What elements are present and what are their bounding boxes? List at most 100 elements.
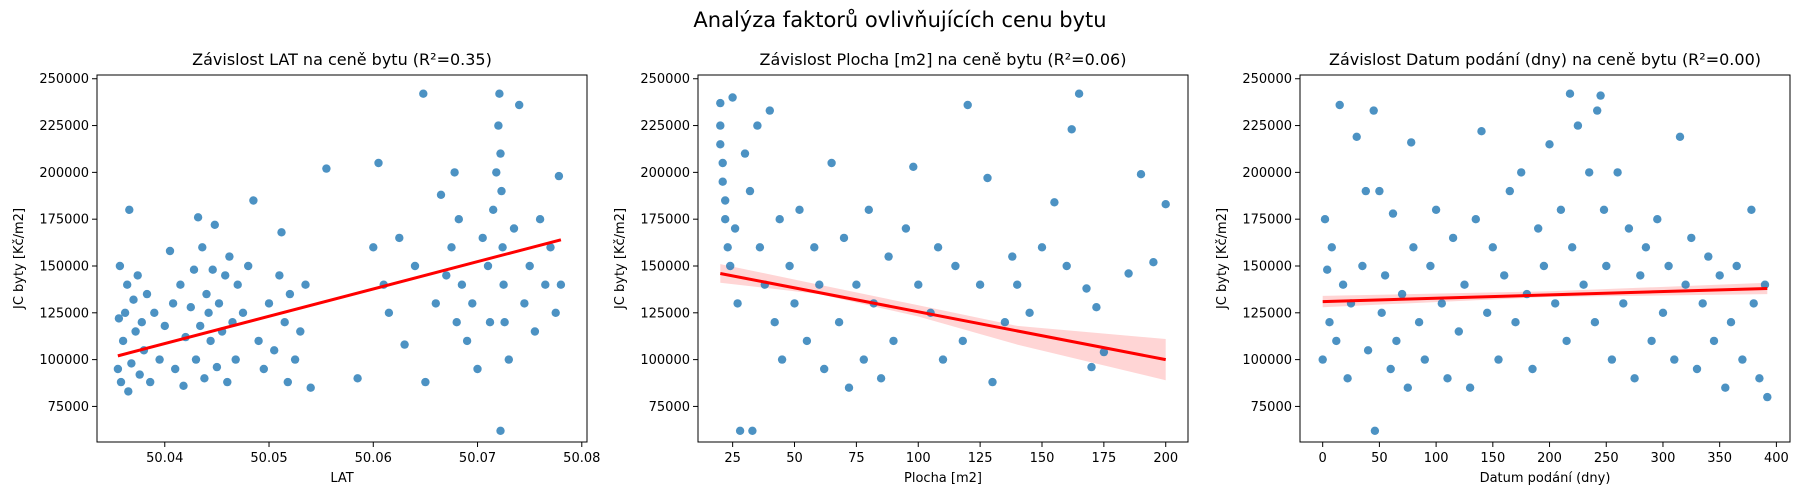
confidence-band xyxy=(720,264,1166,381)
data-point xyxy=(494,121,503,130)
data-point xyxy=(244,261,253,271)
plot-area xyxy=(716,89,1170,435)
data-point xyxy=(193,213,203,222)
axes-frame xyxy=(1299,74,1791,443)
data-point xyxy=(755,243,765,252)
data-point xyxy=(1726,318,1736,327)
data-point xyxy=(116,377,126,387)
data-point xyxy=(1698,299,1707,308)
data-point xyxy=(1545,140,1554,149)
data-point xyxy=(495,89,504,98)
data-point xyxy=(1602,261,1611,271)
data-point xyxy=(1551,299,1560,308)
data-point xyxy=(500,318,509,327)
data-point xyxy=(447,243,456,252)
data-point xyxy=(820,364,829,374)
data-point xyxy=(535,215,545,224)
data-point xyxy=(556,280,566,289)
y-tick-label: 100000 xyxy=(1242,353,1292,368)
data-point xyxy=(301,280,310,289)
x-tick-label: 300 xyxy=(1651,451,1676,466)
data-point xyxy=(1403,383,1413,392)
data-point xyxy=(733,299,742,308)
data-point xyxy=(1709,336,1719,346)
data-point xyxy=(419,89,428,98)
data-point xyxy=(186,303,195,312)
data-point xyxy=(146,377,155,387)
data-point xyxy=(1025,308,1034,317)
x-tick-label: 50 xyxy=(786,451,803,466)
x-tick-label: 100 xyxy=(906,451,931,466)
x-tick-label: 50.04 xyxy=(146,451,183,466)
data-point xyxy=(1388,209,1398,218)
data-point xyxy=(277,228,286,237)
data-point xyxy=(454,215,463,224)
data-point xyxy=(1338,280,1348,289)
y-axis-label: JC byty [Kč/m2] xyxy=(1215,208,1230,310)
data-point xyxy=(1325,318,1334,327)
data-point xyxy=(909,162,918,171)
data-point xyxy=(155,355,164,364)
data-point xyxy=(202,289,211,299)
x-tick-label: 50.07 xyxy=(459,451,496,466)
x-tick-label: 50.08 xyxy=(563,451,600,466)
y-tick-label: 150000 xyxy=(39,259,89,274)
y-tick-label: 175000 xyxy=(1242,213,1292,228)
data-point xyxy=(1585,168,1594,177)
data-point xyxy=(716,121,725,130)
y-tick-label: 125000 xyxy=(640,306,690,321)
data-point xyxy=(436,190,446,199)
data-point xyxy=(322,164,331,173)
data-point xyxy=(1013,280,1022,289)
data-point xyxy=(171,364,180,374)
y-tick-label: 225000 xyxy=(39,119,89,134)
data-point xyxy=(113,364,123,374)
y-axis-label: JC byty [Kč/m2] xyxy=(12,208,27,310)
data-point xyxy=(1420,355,1430,364)
data-point xyxy=(1624,224,1634,233)
data-point xyxy=(442,271,451,280)
data-point xyxy=(176,280,185,289)
data-point xyxy=(1318,355,1327,364)
axes-frame xyxy=(697,74,1189,443)
data-point xyxy=(1573,121,1583,130)
subplot-2: Závislost Plocha [m2] na ceně bytu (R²=0… xyxy=(613,50,1189,486)
data-point xyxy=(834,318,844,327)
data-point xyxy=(1599,205,1609,214)
data-point xyxy=(1596,91,1605,100)
data-point xyxy=(1000,318,1010,327)
data-point xyxy=(525,261,534,271)
y-tick-label: 125000 xyxy=(39,306,89,321)
data-point xyxy=(777,355,787,364)
data-point xyxy=(129,295,138,304)
data-point xyxy=(802,336,812,346)
data-point xyxy=(1136,170,1146,179)
data-point xyxy=(168,299,178,308)
data-point xyxy=(160,321,169,331)
data-point xyxy=(1670,355,1679,364)
data-point xyxy=(958,336,967,346)
y-tick-label: 150000 xyxy=(1242,259,1292,274)
data-point xyxy=(1460,280,1469,289)
data-point xyxy=(1747,205,1756,214)
data-point xyxy=(1505,186,1515,196)
x-tick-label: 400 xyxy=(1764,451,1789,466)
data-point xyxy=(483,261,493,271)
data-point xyxy=(726,261,735,271)
subplot-title: Závislost Plocha [m2] na ceně bytu (R²=0… xyxy=(760,50,1127,69)
x-tick-label: 50.06 xyxy=(355,451,392,466)
data-point xyxy=(1607,355,1617,364)
y-tick-label: 75000 xyxy=(48,400,89,415)
data-point xyxy=(1370,426,1380,435)
figure-title: Analýza faktorů ovlivňujících cenu bytu xyxy=(693,8,1107,32)
data-point xyxy=(1681,280,1690,289)
y-tick-label: 200000 xyxy=(39,166,89,181)
data-point xyxy=(1087,362,1096,372)
data-point xyxy=(1149,258,1158,267)
data-point xyxy=(718,158,727,168)
data-point xyxy=(1658,308,1668,317)
data-point xyxy=(716,140,725,149)
y-tick-label: 250000 xyxy=(1242,72,1292,87)
data-point xyxy=(876,374,886,383)
data-point xyxy=(1124,269,1133,278)
